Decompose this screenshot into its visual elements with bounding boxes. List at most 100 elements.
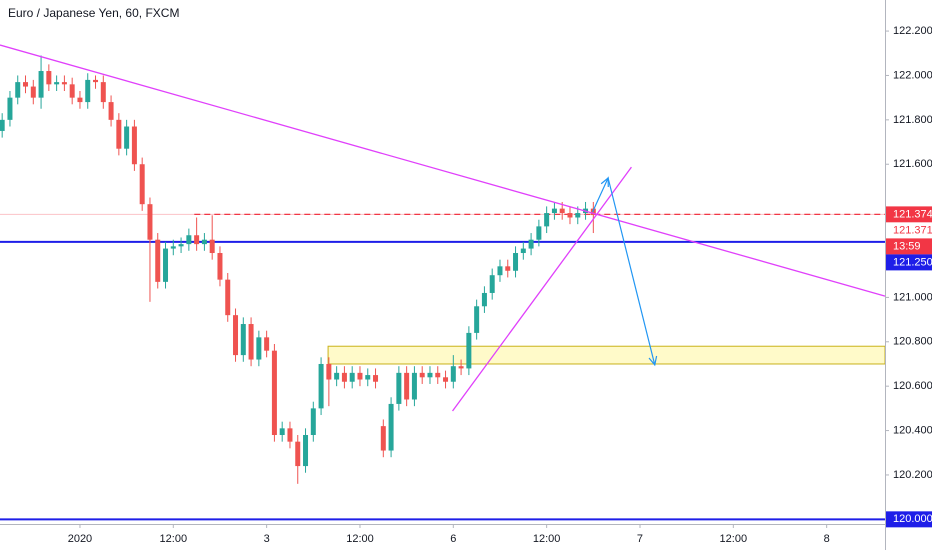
candle-body xyxy=(513,253,519,271)
candle-body xyxy=(295,441,301,467)
candle-body xyxy=(240,324,246,356)
zone xyxy=(327,345,886,365)
candle-body xyxy=(100,82,106,103)
candle-body xyxy=(590,208,596,216)
x-tick-label: 8 xyxy=(824,533,830,545)
candle-body xyxy=(505,266,511,271)
x-tick-label: 12:00 xyxy=(160,533,188,545)
y-tick-label: 120.800 xyxy=(893,336,932,348)
price-label-box xyxy=(886,254,932,271)
candle-body xyxy=(194,235,200,245)
x-tick-label: 12:00 xyxy=(533,533,561,545)
candle-body xyxy=(551,208,557,214)
candle-body xyxy=(318,363,324,409)
candle-body xyxy=(536,226,542,240)
candle-body xyxy=(256,337,262,360)
plot-area xyxy=(0,44,886,521)
candle-body xyxy=(225,279,231,316)
candle-body xyxy=(349,372,355,382)
candle-body xyxy=(209,239,215,254)
arrow-head xyxy=(600,176,609,188)
candle-body xyxy=(427,372,433,378)
candle-body xyxy=(54,82,60,85)
y-tick-label: 121.800 xyxy=(893,114,932,126)
x-tick-label: 2020 xyxy=(68,533,92,545)
y-tick-label: 120.600 xyxy=(893,380,932,392)
candle-body xyxy=(341,372,347,382)
candle-body xyxy=(77,97,83,103)
candle-body xyxy=(61,82,67,85)
candle-body xyxy=(575,213,581,218)
candle-body xyxy=(124,126,130,149)
y-tick-label: 122.000 xyxy=(893,69,932,81)
candle-body xyxy=(147,204,153,240)
x-tick-label: 12:00 xyxy=(720,533,748,545)
arrow-head xyxy=(648,355,658,367)
candle-body xyxy=(30,86,36,98)
candle-body xyxy=(559,208,565,214)
candle-body xyxy=(544,213,550,227)
y-tick-label: 121.000 xyxy=(893,291,932,303)
candle-body xyxy=(489,275,495,293)
candle-body xyxy=(23,82,29,87)
price-label-box xyxy=(886,238,932,255)
x-tick-label: 3 xyxy=(264,533,270,545)
candle-body xyxy=(497,266,503,276)
candle-body xyxy=(303,435,309,467)
y-tick-label: 122.200 xyxy=(893,25,932,37)
candle-body xyxy=(271,350,277,436)
y-tick-label: 120.200 xyxy=(893,469,932,481)
axes: 122.200 122.000 121.800 121.600 121.000 120.8… xyxy=(68,25,932,545)
candle-body xyxy=(7,97,13,120)
candle-body xyxy=(279,428,285,436)
time-axis-panel xyxy=(0,524,885,550)
candle-body xyxy=(450,366,456,382)
candle-body xyxy=(178,244,184,247)
trend-line xyxy=(0,44,886,297)
candle-body xyxy=(474,306,480,333)
candle-body xyxy=(466,332,472,369)
candle-body xyxy=(38,71,44,98)
price-axis-panel xyxy=(885,0,932,550)
candle-body xyxy=(155,239,161,282)
candle-body xyxy=(404,372,410,400)
candle-body xyxy=(458,366,464,369)
candle-body xyxy=(85,79,91,103)
candle-body xyxy=(373,375,379,382)
candle-body xyxy=(380,426,386,451)
candle-body xyxy=(411,372,417,400)
candle-body xyxy=(310,408,316,436)
candle-body xyxy=(334,372,340,380)
price-label-box xyxy=(886,222,932,239)
chart-title: Euro / Japanese Yen, 60, FXCM xyxy=(8,6,179,20)
candle-body xyxy=(170,246,176,249)
candle-body xyxy=(46,71,52,85)
candle-body xyxy=(217,253,223,280)
price-label-box xyxy=(886,206,932,223)
candle-body xyxy=(108,102,114,120)
price-label: 121.250 xyxy=(893,256,932,268)
price-label: 13:59 xyxy=(893,240,921,252)
y-tick-label: 121.600 xyxy=(893,158,932,170)
candle-body xyxy=(365,375,371,380)
candle-body xyxy=(248,324,254,360)
candle-body xyxy=(435,372,441,378)
candle-body xyxy=(388,403,394,451)
price-label: 121.371 xyxy=(893,224,932,236)
x-tick-label: 7 xyxy=(637,533,643,545)
candle-body xyxy=(419,372,425,378)
candle-body xyxy=(233,315,239,356)
candle-body xyxy=(69,84,75,98)
price-label: 121.374 xyxy=(893,208,932,220)
candle-body xyxy=(396,372,402,404)
y-tick-label: 120.400 xyxy=(893,424,932,436)
candle-body xyxy=(520,248,526,254)
candle-body xyxy=(163,248,169,282)
candle-body xyxy=(116,119,122,149)
candle-body xyxy=(201,239,207,245)
x-tick-label: 12:00 xyxy=(346,533,374,545)
candle-body xyxy=(481,292,487,307)
